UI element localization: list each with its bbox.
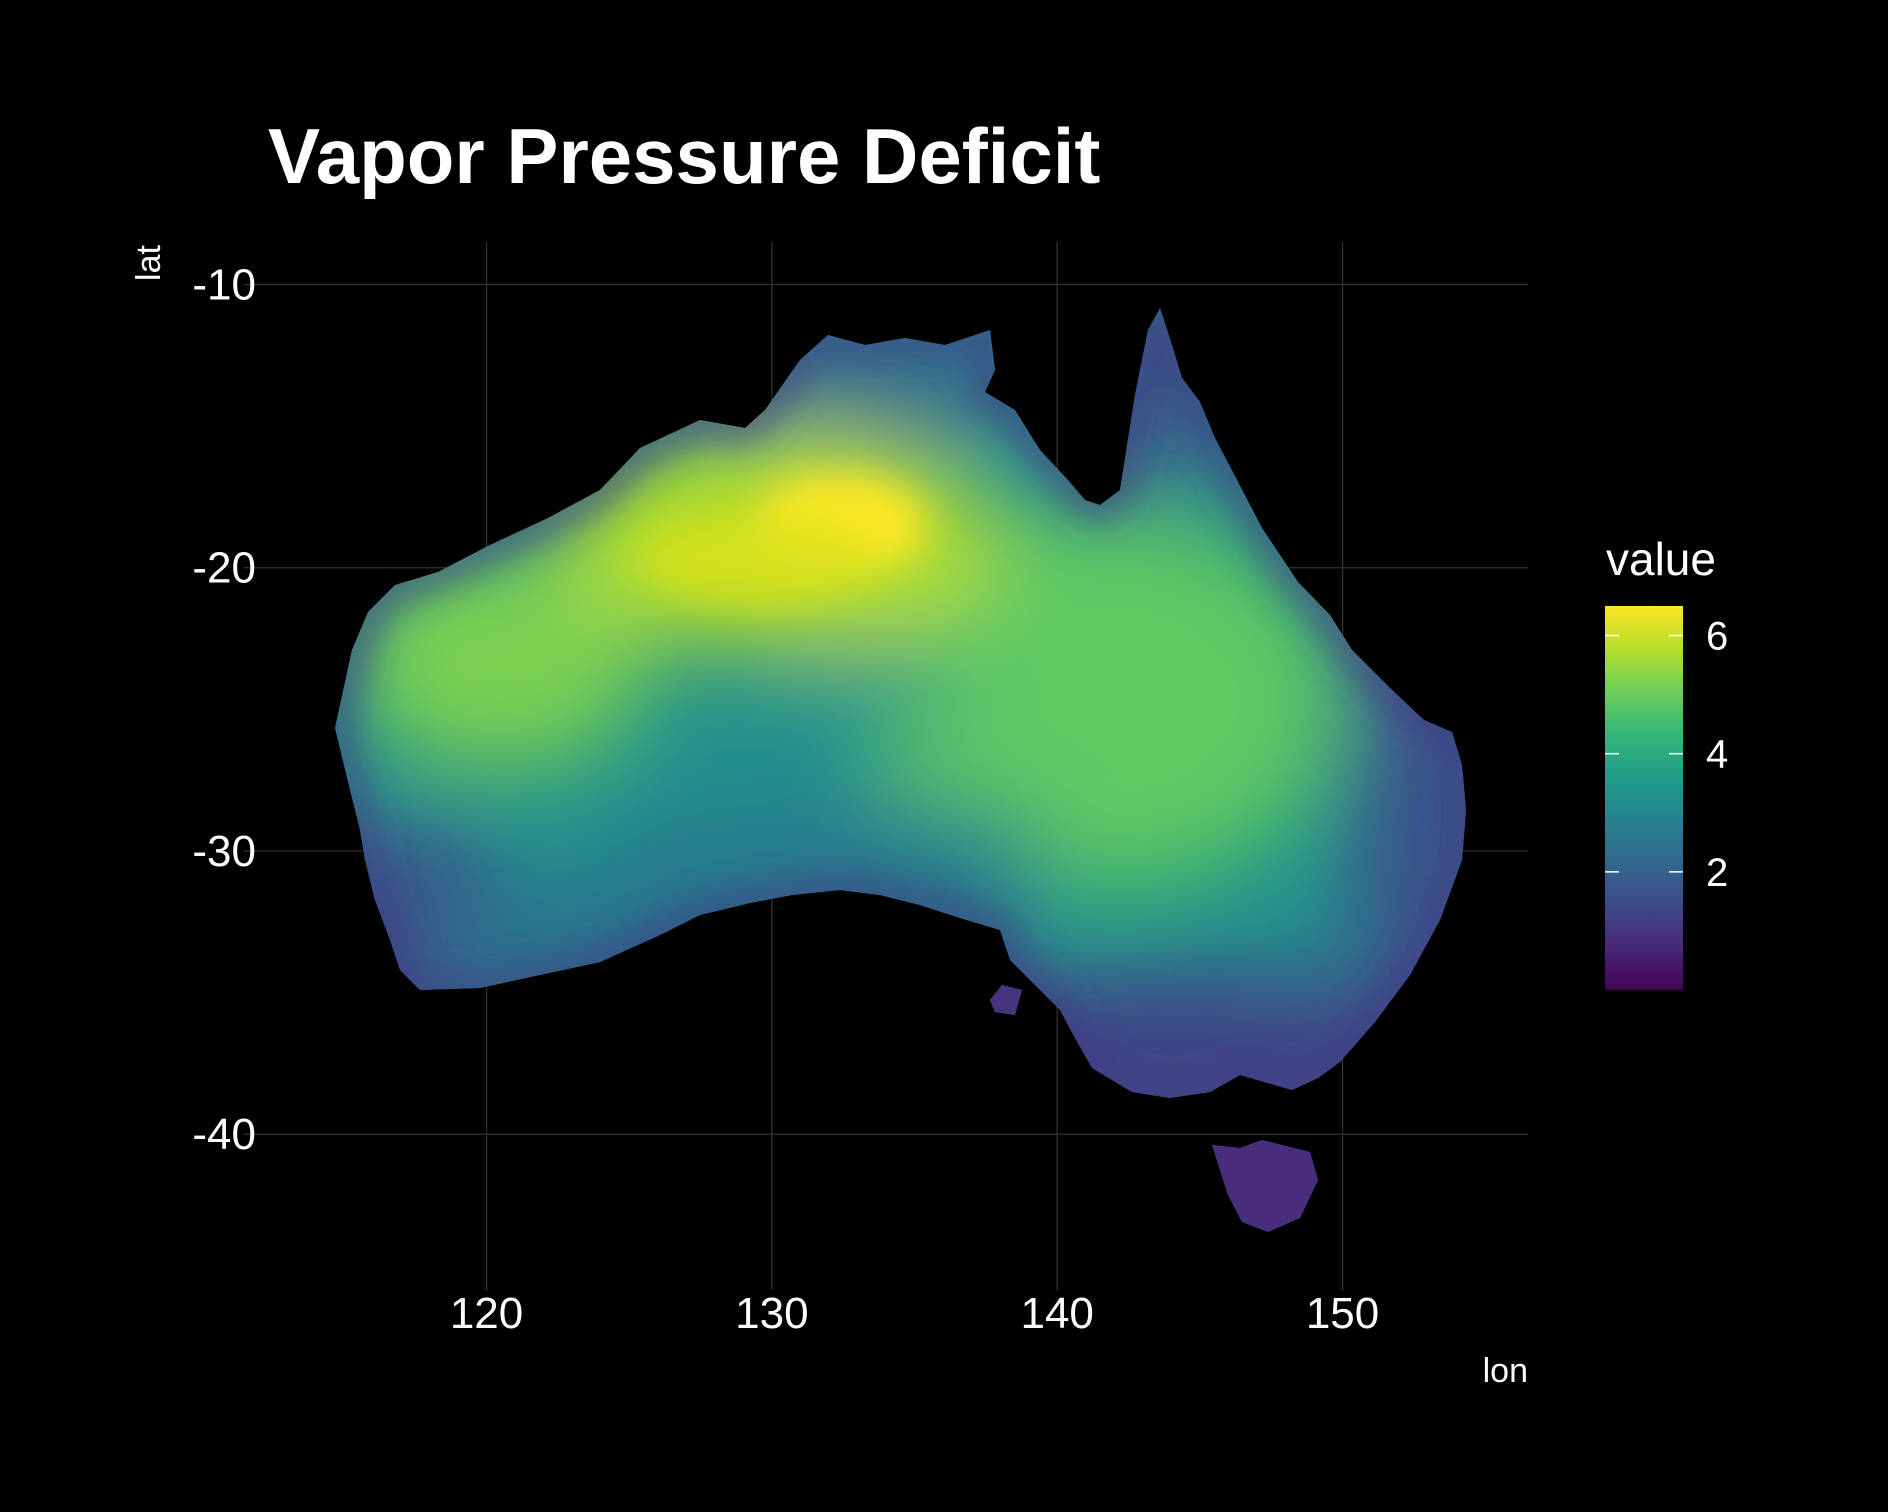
central-east-mid bbox=[860, 510, 1340, 890]
y-axis-title: lat bbox=[130, 244, 168, 280]
y-tick-label: -30 bbox=[192, 827, 256, 876]
central-low-patch bbox=[780, 655, 960, 725]
peak-halo bbox=[640, 515, 880, 605]
legend-tick-label: 4 bbox=[1706, 733, 1728, 777]
y-tick-label: -10 bbox=[192, 260, 256, 309]
coastal-low-band bbox=[1350, 420, 1466, 1140]
x-tick-label: 140 bbox=[1020, 1289, 1093, 1338]
x-tick-label: 130 bbox=[735, 1289, 808, 1338]
x-tick-label: 150 bbox=[1306, 1289, 1379, 1338]
tasmania-fill bbox=[1200, 1130, 1330, 1232]
legend-title: value bbox=[1606, 533, 1716, 585]
x-tick-label: 120 bbox=[450, 1289, 523, 1338]
axes: 120 130 140 150 -10 -20 -30 -40 bbox=[192, 260, 1379, 1338]
x-axis-title: lon bbox=[1483, 1352, 1528, 1390]
color-legend: value 2 4 6 bbox=[1605, 533, 1728, 990]
chart-title: Vapor Pressure Deficit bbox=[268, 112, 1100, 200]
y-tick-label: -20 bbox=[192, 544, 256, 593]
y-tick-label: -40 bbox=[192, 1110, 256, 1159]
kangaroo-island-fill bbox=[985, 980, 1030, 1020]
legend-tick-label: 6 bbox=[1706, 615, 1728, 659]
legend-tick-label: 2 bbox=[1706, 851, 1728, 895]
western-mid bbox=[350, 550, 650, 770]
vpd-raster bbox=[335, 308, 1466, 1232]
legend-colorbar bbox=[1605, 606, 1683, 990]
legend-ticks: 2 4 6 bbox=[1605, 615, 1728, 895]
